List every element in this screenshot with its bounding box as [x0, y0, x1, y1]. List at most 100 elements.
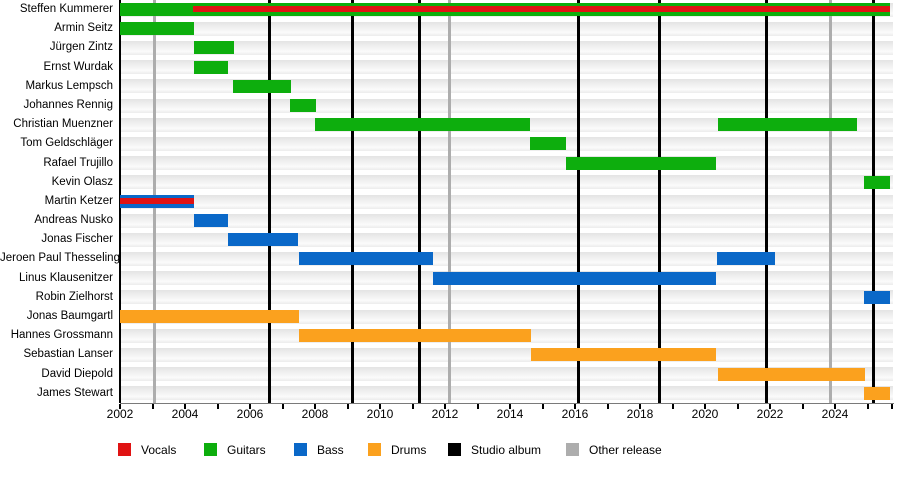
member-label: Jeroen Paul Thesseling: [0, 252, 120, 265]
studio-album-line: [765, 0, 769, 403]
legend-label-vocals: Vocals: [141, 443, 177, 457]
axis-tick-label: 2004: [171, 407, 199, 421]
axis-tick-label: 2016: [561, 407, 589, 421]
axis-tick: [314, 404, 316, 409]
x-axis-line: [120, 403, 894, 404]
vocals-overlay-bar: [193, 6, 891, 13]
axis-tick: [866, 404, 869, 409]
member-label: Sebastian Lanser: [23, 348, 113, 361]
axis-tick-label: 2008: [301, 407, 329, 421]
drums-bar: [864, 386, 891, 400]
member-label: Armin Seitz: [54, 22, 113, 35]
guitars-bar: [194, 60, 228, 74]
axis-tick: [574, 404, 576, 409]
vocals-swatch: [118, 443, 131, 456]
legend-label-guitars: Guitars: [227, 443, 266, 457]
axis-tick-label: 2024: [821, 407, 849, 421]
axis-tick-label: 2020: [691, 407, 719, 421]
member-row-track: [120, 213, 893, 228]
member-row-track: [120, 156, 893, 171]
member-label: Robin Zielhorst: [35, 290, 113, 303]
member-row-track: [120, 21, 893, 36]
guitars-swatch: [204, 443, 217, 456]
axis-tick-label: 2014: [496, 407, 524, 421]
axis-tick-label: 2018: [626, 407, 654, 421]
guitars-bar: [233, 79, 291, 93]
axis-tick: [639, 404, 641, 409]
axis-tick: [346, 404, 349, 409]
axis-tick: [891, 404, 893, 409]
axis-tick: [216, 404, 219, 409]
member-row-track: [120, 290, 893, 305]
member-label: Hannes Grossmann: [10, 329, 113, 342]
member-row-track: [120, 232, 893, 247]
guitars-bar: [718, 118, 858, 132]
axis-tick: [119, 404, 121, 409]
member-label: Jonas Fischer: [41, 233, 113, 246]
legend-label-bass: Bass: [317, 443, 344, 457]
axis-tick: [444, 404, 446, 409]
member-label: Ernst Wurdak: [43, 60, 113, 73]
other-release-swatch: [566, 443, 579, 456]
member-row-track: [120, 40, 893, 55]
axis-tick-label: 2022: [756, 407, 784, 421]
member-label: Christian Muenzner: [13, 118, 113, 131]
axis-tick-label: 2006: [236, 407, 264, 421]
vocals-overlay-bar: [120, 198, 195, 205]
other-release-line: [828, 0, 832, 403]
axis-tick: [281, 404, 284, 409]
axis-tick: [379, 404, 381, 409]
guitars-bar: [864, 175, 891, 189]
guitars-bar: [530, 137, 566, 151]
member-label: Kevin Olasz: [51, 175, 113, 188]
member-label: David Diepold: [41, 367, 113, 380]
legend-label-other-release: Other release: [589, 443, 662, 457]
member-row-track: [120, 367, 893, 382]
member-label: Rafael Trujillo: [43, 156, 113, 169]
member-row-track: [120, 60, 893, 75]
bass-bar: [227, 233, 299, 247]
axis-tick: [704, 404, 706, 409]
member-label: James Stewart: [36, 386, 113, 399]
member-label: Jonas Baumgartl: [26, 310, 113, 323]
axis-tick: [509, 404, 511, 409]
bass-swatch: [294, 443, 307, 456]
guitars-bar: [565, 156, 717, 170]
axis-tick: [541, 404, 544, 409]
member-row-track: [120, 98, 893, 113]
member-label: Tom Geldschläger: [20, 137, 113, 150]
member-label: Linus Klausenitzer: [19, 271, 113, 284]
axis-tick: [606, 404, 609, 409]
guitars-bar: [289, 98, 316, 112]
guitars-bar: [120, 22, 195, 36]
guitars-bar: [315, 118, 531, 132]
axis-tick: [476, 404, 479, 409]
member-label: Jürgen Zintz: [49, 41, 113, 54]
drums-swatch: [368, 443, 381, 456]
drums-bar: [531, 348, 717, 362]
studio-album-line: [417, 0, 421, 403]
member-row-track: [120, 175, 893, 190]
member-row-track: [120, 309, 893, 324]
axis-tick: [411, 404, 414, 409]
bass-bar: [432, 271, 717, 285]
member-row-track: [120, 386, 893, 401]
bass-bar: [298, 252, 433, 266]
axis-tick-label: 2002: [106, 407, 134, 421]
member-label: Markus Lempsch: [25, 79, 113, 92]
other-release-line: [448, 0, 452, 403]
bass-bar: [864, 290, 891, 304]
member-label: Andreas Nusko: [34, 214, 113, 227]
member-label: Steffen Kummerer: [19, 3, 113, 15]
member-label: Martin Ketzer: [44, 194, 113, 207]
studio-album-line: [871, 0, 875, 403]
axis-tick: [151, 404, 154, 409]
axis-tick: [769, 404, 771, 409]
studio-album-swatch: [448, 443, 461, 456]
member-row-track: [120, 194, 893, 209]
legend-label-drums: Drums: [391, 443, 427, 457]
axis-tick: [801, 404, 804, 409]
drums-bar: [298, 329, 532, 343]
axis-tick: [184, 404, 186, 409]
